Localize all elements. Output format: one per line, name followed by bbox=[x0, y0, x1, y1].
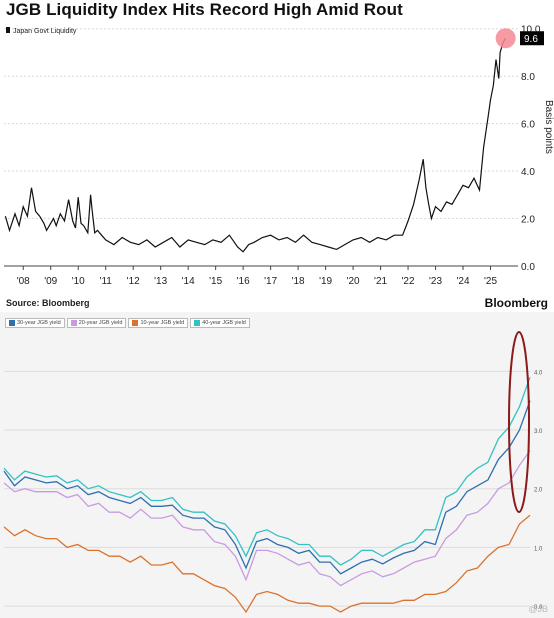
yield-chart: 0.0 1.0 2.0 3.0 4.0 bbox=[3, 331, 543, 614]
legend-swatch bbox=[9, 320, 15, 326]
legend-label: Japan Govt Liquidity bbox=[13, 28, 77, 35]
10y-yield-line bbox=[3, 514, 531, 614]
last-value-marker bbox=[495, 28, 516, 49]
x-tick-label: '16 bbox=[237, 276, 250, 287]
y-tick-label: 0.0 bbox=[521, 262, 535, 273]
x-tick-label: '25 bbox=[484, 276, 497, 287]
liquidity-series-line bbox=[4, 37, 507, 253]
yield-legend: 30-year JGB yield 20-year JGB yield 10-yea… bbox=[5, 318, 250, 328]
x-tick-label: '13 bbox=[154, 276, 167, 287]
40y-yield-line bbox=[3, 376, 531, 566]
y-tick-label: 6.0 bbox=[521, 120, 535, 131]
yield-chart-panel: 0.0 1.0 2.0 3.0 4.0 30-year JGB yield 20-year… bbox=[0, 312, 554, 618]
x-tick-label: '15 bbox=[209, 276, 222, 287]
x-tick-label: '09 bbox=[44, 276, 57, 287]
y-tick-label: 10.0 bbox=[521, 25, 541, 36]
x-tick-label: '21 bbox=[374, 276, 387, 287]
x-tick-label: '12 bbox=[127, 276, 140, 287]
liquidity-chart: 0.0 2.0 4.0 6.0 8.0 10.0 '08 '09 '10 '11 '12 '13 '14… bbox=[4, 25, 554, 287]
legend-item: 30-year JGB yield bbox=[5, 318, 65, 328]
x-tick-label: '20 bbox=[347, 276, 360, 287]
x-tick-label: '17 bbox=[264, 276, 277, 287]
x-tick-label: '19 bbox=[319, 276, 332, 287]
20y-yield-line bbox=[3, 450, 531, 587]
last-value-box bbox=[520, 31, 544, 46]
x-tick-label: '22 bbox=[402, 276, 415, 287]
legend-item: 40-year JGB yield bbox=[190, 318, 250, 328]
y-tick-label: 8.0 bbox=[521, 72, 535, 83]
legend-label: 20-year JGB yield bbox=[78, 320, 123, 326]
30y-yield-line bbox=[3, 400, 531, 575]
legend-swatch bbox=[6, 27, 10, 33]
legend-label: 40-year JGB yield bbox=[202, 320, 246, 326]
x-tick-label: '10 bbox=[72, 276, 85, 287]
legend-item: 20-year JGB yield bbox=[66, 318, 127, 328]
y-tick-label: 4.0 bbox=[534, 370, 543, 376]
x-tick-label: '11 bbox=[100, 276, 113, 287]
highlight-oval bbox=[508, 331, 530, 513]
y-axis-label: Basis points bbox=[543, 100, 554, 154]
x-tick-label: '23 bbox=[429, 276, 442, 287]
y-tick-label: 2.0 bbox=[521, 215, 535, 226]
y-tick-label: 4.0 bbox=[521, 167, 535, 178]
y-tick-label: 3.0 bbox=[534, 429, 543, 435]
y-tick-label: 1.0 bbox=[534, 546, 543, 552]
bloomberg-logo: Bloomberg bbox=[484, 296, 548, 310]
y-tick-label: 0.0 bbox=[534, 605, 543, 611]
x-tick-label: '24 bbox=[457, 276, 470, 287]
legend-item: 10-year JGB yield bbox=[128, 318, 189, 328]
legend-swatch bbox=[70, 320, 77, 326]
x-tick-label: '08 bbox=[17, 276, 30, 287]
x-tick-label: '14 bbox=[182, 276, 195, 287]
watermark: @JB bbox=[528, 604, 548, 614]
legend-label: 30-year JGB yield bbox=[17, 320, 61, 326]
last-value-label: 9.6 bbox=[524, 34, 538, 45]
chart-title: JGB Liquidity Index Hits Record High Ami… bbox=[6, 0, 403, 19]
source-note: Source: Bloomberg bbox=[6, 298, 90, 308]
legend-swatch bbox=[194, 320, 201, 326]
legend-label: 10-year JGB yield bbox=[140, 320, 185, 326]
x-tick-label: '18 bbox=[292, 276, 305, 287]
legend-swatch bbox=[132, 320, 139, 326]
y-tick-label: 2.0 bbox=[534, 488, 543, 494]
